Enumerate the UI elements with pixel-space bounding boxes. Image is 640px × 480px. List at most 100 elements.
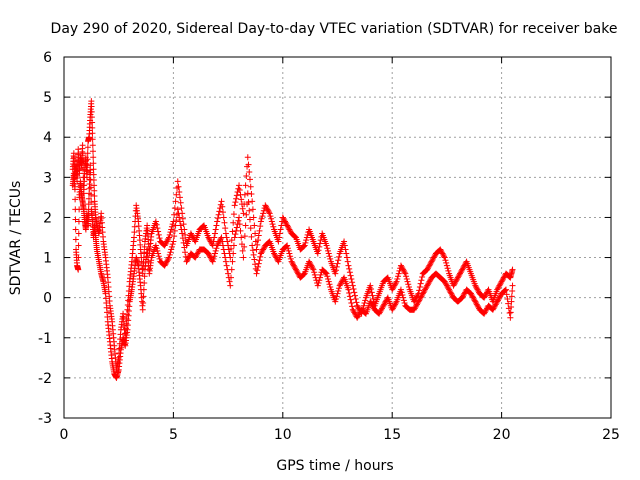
data-point [248,233,255,240]
data-point [368,301,375,308]
data-point [316,240,323,247]
data-point [106,335,113,342]
data-point [346,289,353,296]
data-point [379,280,386,287]
data-point [348,300,355,307]
data-point [500,288,507,295]
data-point [230,250,237,257]
data-point [87,191,94,198]
data-point [461,290,468,297]
data-point [88,114,95,121]
data-point [179,215,186,222]
data-point [346,265,353,272]
data-point [171,233,178,240]
data-point [377,308,384,315]
data-point [251,222,258,229]
data-point [243,211,250,218]
data-point [155,250,162,257]
data-point [368,285,375,292]
data-point [250,214,257,221]
data-point [444,265,451,272]
data-point [174,206,181,213]
data-point [257,253,264,260]
data-point [163,258,170,265]
data-point [503,291,510,298]
data-point [159,260,166,267]
x-tick-label: 0 [60,427,69,443]
data-point [139,302,146,309]
data-point [141,243,148,250]
data-point [322,269,329,276]
data-point [128,261,135,268]
data-point [394,275,401,282]
data-point [457,296,464,303]
data-point [311,271,318,278]
data-point [373,308,380,315]
data-point [130,273,137,280]
data-point [177,199,184,206]
data-point [240,254,247,261]
data-point [362,297,369,304]
data-point [88,108,95,115]
data-point [482,291,489,298]
data-point [93,244,100,251]
data-point [290,232,297,239]
data-point [424,281,431,288]
data-point [84,150,91,157]
data-point [281,217,288,224]
data-point [446,287,453,294]
data-point [349,279,356,286]
data-point [233,195,240,202]
data-point [209,257,216,264]
data-point [508,298,515,305]
data-point [300,271,307,278]
data-point [232,231,239,238]
data-point [75,230,82,237]
data-point [89,148,96,155]
data-point [97,213,104,220]
y-tick-label: 1 [43,251,52,267]
data-point [421,287,428,294]
data-point [333,296,340,303]
x-tick-label: 20 [493,427,511,443]
data-point [349,303,356,310]
data-point [475,304,482,311]
y-tick-label: 6 [43,50,52,66]
data-point [124,311,131,318]
data-point [290,261,297,268]
data-point [326,281,333,288]
data-point [282,219,289,226]
data-point [438,249,445,256]
data-point [209,241,216,248]
data-point [156,235,163,242]
data-point [214,218,221,225]
data-point [353,299,360,306]
data-point [247,225,254,232]
data-point [417,294,424,301]
data-point [416,296,423,303]
data-point [167,229,174,236]
data-point [467,268,474,275]
data-point [124,329,131,336]
data-point [449,291,456,298]
data-point [473,285,480,292]
data-point [507,309,514,316]
data-point [141,279,148,286]
data-point [422,285,429,292]
x-axis-label: GPS time / hours [276,458,393,474]
data-point [415,298,422,305]
data-point [416,297,423,304]
data-point [209,258,216,265]
data-point [241,243,248,250]
data-point [238,234,245,241]
data-point [370,304,377,311]
data-point [258,249,265,256]
data-point [405,281,412,288]
data-point [478,308,485,315]
data-point [335,285,342,292]
data-point [87,169,94,176]
data-point [223,262,230,269]
data-point [351,289,358,296]
data-point [131,223,138,230]
data-point [497,293,504,300]
